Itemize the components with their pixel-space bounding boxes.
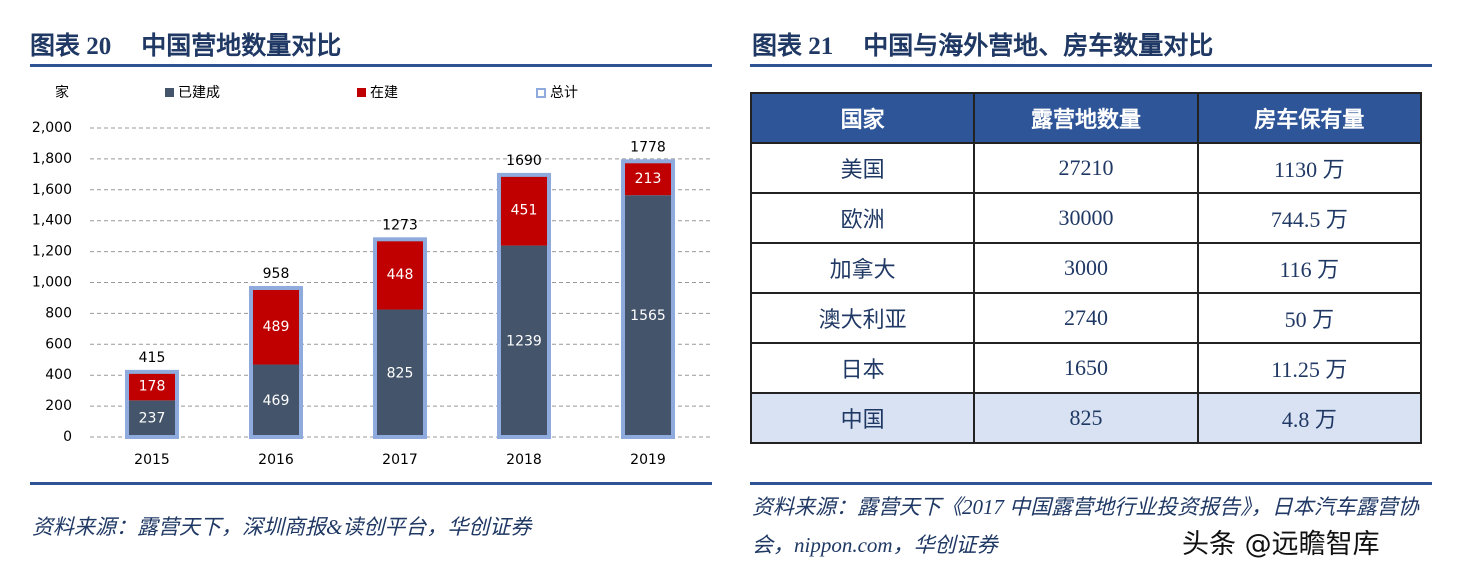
total-label: 1690 xyxy=(506,153,542,169)
cell: 1130 万 xyxy=(1196,142,1423,194)
total-label: 958 xyxy=(263,266,290,282)
value-label: 469 xyxy=(263,393,290,409)
value-label: 1239 xyxy=(506,333,542,349)
legend-label: 在建 xyxy=(370,85,398,101)
y-tick-label: 1,400 xyxy=(32,213,72,229)
y-tick-label: 1,000 xyxy=(32,275,72,291)
x-tick-label: 2015 xyxy=(134,452,170,468)
bar-segment xyxy=(377,309,423,437)
rule xyxy=(30,64,712,67)
row: 中国 825 4.8 万 xyxy=(749,392,1423,444)
total-label: 1273 xyxy=(382,217,418,233)
legend-label: 总计 xyxy=(550,85,578,101)
value-label: 448 xyxy=(387,267,414,283)
rule xyxy=(750,64,1432,67)
header-cell: 露营地数量 xyxy=(973,92,1199,144)
value-label: 825 xyxy=(387,365,414,381)
total-label: 1778 xyxy=(630,139,666,155)
rule xyxy=(750,482,1432,485)
total-outline xyxy=(497,172,551,440)
y-tick-label: 200 xyxy=(45,398,72,414)
cell: 美国 xyxy=(749,142,976,194)
cell: 欧洲 xyxy=(749,192,976,244)
y-tick-label: 1,800 xyxy=(32,151,72,167)
value-label: 213 xyxy=(635,171,662,187)
value-label: 1565 xyxy=(630,308,666,324)
value-label: 237 xyxy=(139,411,166,427)
bar-segment xyxy=(253,364,299,437)
value-label: 489 xyxy=(263,319,290,335)
bar-segment xyxy=(129,400,175,437)
bar-segment xyxy=(253,288,299,365)
total-outline xyxy=(373,237,427,439)
cell: 中国 xyxy=(749,392,976,444)
figure-title: 图表 20 中国营地数量对比 xyxy=(30,26,371,62)
header-cell: 房车保有量 xyxy=(1196,92,1423,144)
cell: 3000 xyxy=(973,242,1199,294)
y-tick-label: 800 xyxy=(45,305,72,321)
cell: 744.5 万 xyxy=(1196,192,1423,244)
figure-label: 图表 20 xyxy=(30,33,112,60)
cell: 2740 xyxy=(973,292,1199,344)
cell: 116 万 xyxy=(1196,242,1423,294)
y-tick-label: 1,200 xyxy=(32,244,72,260)
rule xyxy=(30,482,712,485)
row: 欧洲 30000 744.5 万 xyxy=(749,192,1423,244)
header-row: 国家 露营地数量 房车保有量 xyxy=(749,92,1423,144)
bar-segment xyxy=(129,372,175,401)
x-tick-label: 2016 xyxy=(258,452,294,468)
total-outline xyxy=(621,159,675,439)
bar-segment xyxy=(501,245,547,437)
legend-swatch xyxy=(536,88,546,98)
x-tick-label: 2018 xyxy=(506,452,542,468)
cell: 1650 xyxy=(973,342,1199,394)
title: 中国与海外营地、房车数量对比 xyxy=(863,33,1214,60)
bar-segment xyxy=(501,175,547,246)
legend-swatch xyxy=(357,88,366,97)
y-axis-label: 家 xyxy=(55,84,69,101)
bar-segment xyxy=(377,240,423,310)
y-tick-label: 1,600 xyxy=(32,182,72,198)
bar-segment xyxy=(625,162,671,196)
header-cell: 国家 xyxy=(749,92,976,144)
value-label: 451 xyxy=(511,203,538,219)
cell: 4.8 万 xyxy=(1196,392,1423,444)
legend-label: 已建成 xyxy=(178,85,220,101)
bar-segment xyxy=(625,195,671,437)
total-outline xyxy=(125,369,179,440)
row: 日本 1650 11.25 万 xyxy=(749,342,1423,394)
y-tick-label: 400 xyxy=(45,367,72,383)
chart: 家 0 200 400 600 800 1,000 1,200 1,400 1,600 1,800… xyxy=(32,84,710,468)
total-outline xyxy=(249,285,303,439)
value-label: 178 xyxy=(139,379,166,395)
cell: 27210 xyxy=(973,142,1199,194)
source: 资料来源：露营天下《2017 中国露营地行业投资报告》，日本汽车露营协会，nip… xyxy=(752,495,1419,557)
cell: 30000 xyxy=(973,192,1199,244)
y-tick-label: 2,000 xyxy=(32,120,72,136)
cell: 澳大利亚 xyxy=(749,292,976,344)
cell: 825 xyxy=(973,392,1199,444)
x-tick-label: 2019 xyxy=(630,452,666,468)
row: 加拿大 3000 116 万 xyxy=(749,242,1423,294)
cell: 加拿大 xyxy=(749,242,976,294)
cell: 日本 xyxy=(749,342,976,394)
total-label: 415 xyxy=(139,350,166,366)
y-tick-label: 0 xyxy=(63,429,72,445)
legend-swatch xyxy=(165,88,174,97)
watermark: 头条 @远瞻智库 xyxy=(1182,529,1380,560)
row: 澳大利亚 2740 50 万 xyxy=(749,292,1423,344)
title: 中国营地数量对比 xyxy=(141,33,342,60)
figure-label: 图表 21 xyxy=(752,33,834,60)
table: 国家 露营地数量 房车保有量 美国 27210 1130 万欧洲 30000 744.5 万加… xyxy=(749,92,1423,444)
cell: 11.25 万 xyxy=(1196,342,1423,394)
y-tick-label: 600 xyxy=(45,336,72,352)
source: 资料来源：露营天下，深圳商报&读创平台，华创证券 xyxy=(32,515,532,539)
figure-title: 图表 21 中国与海外营地、房车数量对比 xyxy=(752,26,1243,62)
row: 美国 27210 1130 万 xyxy=(749,142,1423,194)
x-tick-label: 2017 xyxy=(382,452,418,468)
cell: 50 万 xyxy=(1196,292,1423,344)
